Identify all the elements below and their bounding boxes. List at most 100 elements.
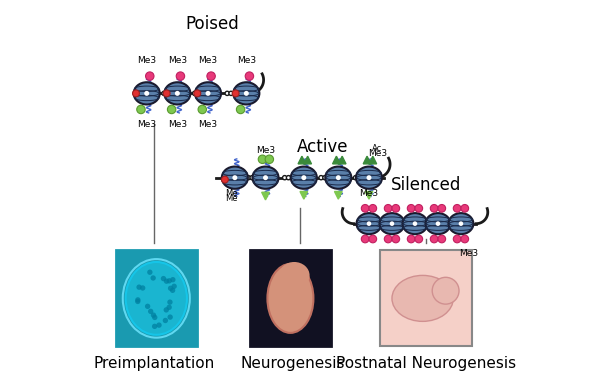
Ellipse shape bbox=[172, 284, 177, 289]
Ellipse shape bbox=[147, 269, 152, 275]
Text: Me3: Me3 bbox=[137, 120, 156, 129]
Ellipse shape bbox=[461, 205, 469, 212]
Ellipse shape bbox=[164, 278, 169, 284]
Ellipse shape bbox=[392, 275, 453, 322]
Ellipse shape bbox=[367, 221, 371, 226]
Ellipse shape bbox=[145, 304, 150, 309]
Ellipse shape bbox=[438, 205, 446, 212]
Ellipse shape bbox=[175, 91, 180, 96]
Text: Postnatal Neurogenesis: Postnatal Neurogenesis bbox=[337, 356, 517, 371]
Ellipse shape bbox=[163, 318, 168, 323]
Ellipse shape bbox=[253, 166, 278, 189]
Polygon shape bbox=[262, 192, 269, 200]
Ellipse shape bbox=[193, 91, 197, 95]
Ellipse shape bbox=[206, 91, 211, 96]
Ellipse shape bbox=[263, 175, 268, 180]
Ellipse shape bbox=[221, 176, 229, 183]
Ellipse shape bbox=[245, 72, 254, 80]
Ellipse shape bbox=[163, 90, 170, 97]
Ellipse shape bbox=[425, 213, 451, 234]
Ellipse shape bbox=[198, 105, 206, 113]
Ellipse shape bbox=[140, 285, 145, 291]
Ellipse shape bbox=[436, 221, 440, 226]
Text: Me3: Me3 bbox=[256, 146, 275, 154]
Ellipse shape bbox=[167, 315, 173, 320]
Ellipse shape bbox=[356, 213, 382, 234]
Ellipse shape bbox=[415, 235, 422, 243]
Ellipse shape bbox=[246, 176, 250, 180]
Text: Silenced: Silenced bbox=[391, 176, 461, 194]
Ellipse shape bbox=[137, 105, 145, 113]
Ellipse shape bbox=[167, 278, 172, 284]
Polygon shape bbox=[334, 191, 342, 199]
Ellipse shape bbox=[392, 205, 400, 212]
Ellipse shape bbox=[148, 309, 154, 314]
Ellipse shape bbox=[164, 82, 190, 105]
Ellipse shape bbox=[389, 221, 394, 226]
Text: Me: Me bbox=[225, 189, 237, 198]
Ellipse shape bbox=[244, 91, 249, 96]
Ellipse shape bbox=[392, 235, 400, 243]
Ellipse shape bbox=[146, 72, 154, 80]
FancyBboxPatch shape bbox=[116, 251, 197, 346]
Text: Me3: Me3 bbox=[168, 120, 187, 129]
Ellipse shape bbox=[291, 166, 317, 189]
Text: Active: Active bbox=[297, 138, 349, 156]
Polygon shape bbox=[363, 156, 371, 164]
Ellipse shape bbox=[161, 276, 166, 281]
Ellipse shape bbox=[164, 307, 169, 313]
Ellipse shape bbox=[268, 264, 313, 333]
Ellipse shape bbox=[438, 235, 446, 243]
Ellipse shape bbox=[176, 72, 185, 80]
Ellipse shape bbox=[236, 105, 245, 113]
Ellipse shape bbox=[135, 297, 140, 303]
Ellipse shape bbox=[229, 91, 233, 95]
Ellipse shape bbox=[222, 166, 248, 189]
Ellipse shape bbox=[301, 175, 307, 180]
Ellipse shape bbox=[448, 213, 473, 234]
Ellipse shape bbox=[265, 155, 274, 164]
Ellipse shape bbox=[430, 205, 438, 212]
Ellipse shape bbox=[170, 277, 176, 283]
Ellipse shape bbox=[125, 262, 187, 335]
Ellipse shape bbox=[385, 235, 392, 243]
Ellipse shape bbox=[157, 322, 161, 328]
Ellipse shape bbox=[136, 284, 142, 290]
Ellipse shape bbox=[415, 205, 422, 212]
Ellipse shape bbox=[323, 176, 327, 180]
Polygon shape bbox=[298, 156, 306, 164]
Text: Me3: Me3 bbox=[459, 249, 478, 258]
Ellipse shape bbox=[319, 176, 323, 180]
Polygon shape bbox=[369, 156, 377, 164]
Ellipse shape bbox=[403, 213, 427, 234]
Ellipse shape bbox=[152, 324, 157, 329]
Ellipse shape bbox=[144, 91, 149, 96]
Ellipse shape bbox=[225, 91, 229, 95]
Ellipse shape bbox=[168, 286, 173, 291]
Ellipse shape bbox=[461, 235, 469, 243]
Text: Me3: Me3 bbox=[199, 120, 218, 129]
Ellipse shape bbox=[162, 91, 166, 95]
Ellipse shape bbox=[453, 205, 461, 212]
Ellipse shape bbox=[283, 176, 287, 180]
Text: Me3: Me3 bbox=[237, 56, 256, 65]
Ellipse shape bbox=[413, 221, 417, 226]
Ellipse shape bbox=[361, 235, 369, 243]
Ellipse shape bbox=[336, 175, 341, 180]
Ellipse shape bbox=[361, 205, 369, 212]
Ellipse shape bbox=[432, 277, 459, 304]
Polygon shape bbox=[304, 156, 311, 164]
Ellipse shape bbox=[152, 315, 157, 320]
Ellipse shape bbox=[369, 235, 377, 243]
Ellipse shape bbox=[458, 221, 463, 226]
Ellipse shape bbox=[233, 82, 259, 105]
Ellipse shape bbox=[195, 82, 221, 105]
Polygon shape bbox=[300, 191, 308, 199]
Ellipse shape bbox=[250, 176, 254, 180]
Ellipse shape bbox=[279, 262, 310, 289]
Ellipse shape bbox=[167, 105, 176, 113]
Ellipse shape bbox=[380, 213, 404, 234]
Ellipse shape bbox=[385, 205, 392, 212]
Ellipse shape bbox=[170, 288, 175, 293]
Ellipse shape bbox=[166, 91, 170, 95]
